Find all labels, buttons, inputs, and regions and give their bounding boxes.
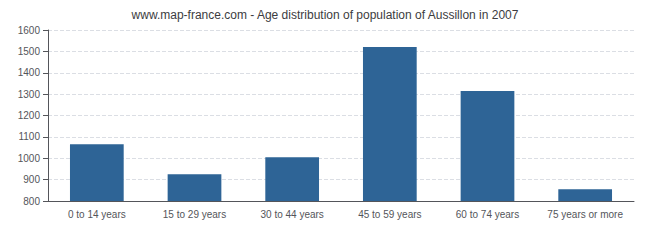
- svg-text:1300: 1300: [18, 89, 41, 100]
- svg-text:www.map-france.com - Age distr: www.map-france.com - Age distribution of…: [131, 8, 519, 22]
- svg-text:60 to 74 years: 60 to 74 years: [456, 209, 519, 220]
- svg-text:1600: 1600: [18, 25, 41, 36]
- svg-text:45 to 59 years: 45 to 59 years: [358, 209, 421, 220]
- svg-text:75 years or more: 75 years or more: [547, 209, 623, 220]
- svg-text:1000: 1000: [18, 153, 41, 164]
- svg-text:1500: 1500: [18, 46, 41, 57]
- svg-text:1400: 1400: [18, 67, 41, 78]
- svg-text:800: 800: [23, 196, 40, 207]
- svg-text:1100: 1100: [18, 131, 40, 142]
- svg-text:1200: 1200: [18, 110, 41, 121]
- svg-text:15 to 29 years: 15 to 29 years: [163, 209, 226, 220]
- svg-text:30 to 44 years: 30 to 44 years: [260, 209, 323, 220]
- svg-text:0 to 14 years: 0 to 14 years: [68, 209, 126, 220]
- svg-text:900: 900: [23, 174, 40, 185]
